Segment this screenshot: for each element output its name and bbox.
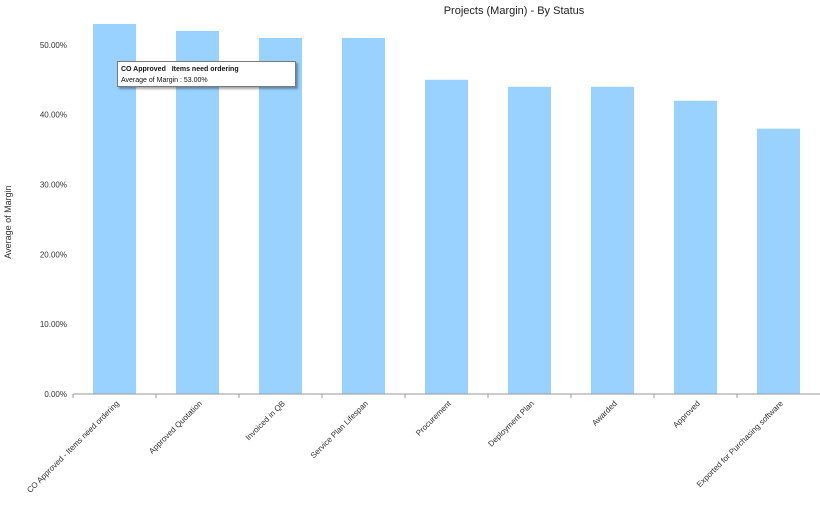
bar[interactable] xyxy=(342,37,385,394)
bars-group[interactable] xyxy=(93,23,800,395)
bar[interactable] xyxy=(259,37,302,394)
y-tick-label: 50.00% xyxy=(40,41,67,50)
tooltip-value: Average of Margin : 53.00% xyxy=(121,77,208,84)
x-tick-label: Invoiced in QB xyxy=(244,399,287,442)
bar[interactable] xyxy=(674,100,717,394)
y-tick-label: 40.00% xyxy=(40,111,67,120)
x-tick-label: CO Approved - Items need ordering xyxy=(25,399,121,495)
tooltip-title: CO Approved Items need ordering xyxy=(121,66,239,73)
tooltip: CO Approved Items need ordering Average … xyxy=(117,61,296,87)
y-tick-label: 30.00% xyxy=(40,181,67,190)
x-tick-label: Exported for Purchasing software xyxy=(695,399,785,489)
y-axis-label: Average of Margin xyxy=(3,185,13,258)
bar[interactable] xyxy=(508,86,551,395)
bar[interactable] xyxy=(591,86,634,395)
bar[interactable] xyxy=(176,30,219,394)
x-tick-label: Approved xyxy=(671,399,702,430)
y-tick-label: 10.00% xyxy=(40,320,67,329)
chart-title: Projects (Margin) - By Status xyxy=(444,5,585,17)
x-tick-label: Awarded xyxy=(590,399,619,428)
x-tick-label: Approved Quotation xyxy=(147,399,204,456)
bar[interactable] xyxy=(757,128,800,394)
y-tick-label: 0.00% xyxy=(44,390,67,399)
y-tick-label: 20.00% xyxy=(40,250,67,259)
x-axis: CO Approved - Items need ordering Approve… xyxy=(25,394,785,495)
y-axis: 0.00% 10.00% 20.00% 30.00% 40.00% 50.00% xyxy=(40,41,67,399)
x-tick-label: Deployment Plan xyxy=(486,399,535,448)
bar[interactable] xyxy=(425,79,468,395)
x-tick-label: Procurement xyxy=(414,399,453,438)
x-tick-label: Service Plan Lifespan xyxy=(309,399,370,460)
